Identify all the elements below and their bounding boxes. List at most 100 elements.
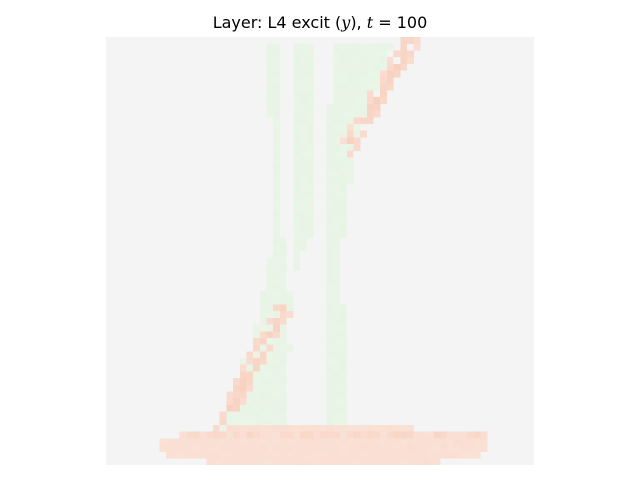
heatmap-cell	[453, 431, 461, 439]
heatmap-cell	[226, 438, 234, 446]
heatmap-cell	[293, 123, 301, 131]
heatmap-cell	[393, 424, 401, 432]
heatmap-cell	[373, 57, 381, 64]
heatmap-cell	[353, 97, 361, 105]
heatmap-cell	[293, 184, 301, 191]
heatmap-cell	[366, 70, 374, 78]
heatmap-cell	[286, 424, 294, 432]
heatmap-cell	[386, 43, 394, 51]
heatmap-cell	[279, 304, 287, 312]
heatmap-cell	[299, 90, 307, 98]
heatmap-cell	[306, 70, 314, 78]
heatmap-cell	[259, 311, 267, 319]
heatmap-cell	[393, 70, 401, 78]
heatmap-cell	[293, 83, 301, 91]
heatmap-cell	[213, 424, 220, 432]
heatmap-cell	[380, 90, 388, 98]
heatmap-cell	[346, 150, 354, 158]
heatmap-cell	[226, 458, 234, 465]
heatmap-cell	[259, 444, 267, 452]
heatmap-cell	[333, 358, 341, 365]
heatmap-cell	[480, 438, 488, 446]
heatmap-cell	[360, 90, 367, 98]
heatmap-cell	[273, 444, 281, 452]
heatmap-cell	[326, 378, 334, 385]
heatmap-cell	[333, 404, 341, 412]
heatmap-cell	[333, 197, 341, 205]
heatmap-cell	[306, 77, 314, 84]
heatmap-cell	[413, 43, 421, 51]
heatmap-cell	[166, 451, 174, 459]
heatmap-cell	[279, 284, 287, 292]
heatmap-cell	[333, 458, 341, 465]
heatmap-cell	[306, 57, 314, 64]
heatmap-cell	[440, 451, 448, 459]
heatmap-cell	[333, 43, 341, 51]
heatmap-cell	[346, 170, 354, 178]
heatmap-cell	[306, 451, 314, 459]
heatmap-cell	[393, 438, 401, 446]
heatmap-cell	[172, 444, 180, 452]
heatmap-cell	[233, 378, 240, 385]
heatmap-cell	[199, 438, 207, 446]
heatmap-cell	[380, 77, 388, 84]
heatmap-cell	[239, 444, 247, 452]
heatmap-cell	[340, 224, 347, 232]
heatmap-cell	[279, 378, 287, 385]
heatmap-cell	[246, 458, 254, 465]
heatmap-cell	[246, 398, 254, 405]
heatmap-cell	[246, 418, 254, 426]
heatmap-cell	[299, 197, 307, 205]
heatmap-cell	[340, 317, 347, 325]
heatmap-cell	[340, 438, 347, 446]
heatmap-cell	[259, 411, 267, 419]
heatmap-cell	[353, 144, 361, 151]
heatmap-cell	[253, 431, 260, 439]
heatmap-cell	[366, 110, 374, 118]
heatmap-cell	[246, 404, 254, 412]
heatmap-cell	[226, 391, 234, 399]
heatmap-cell	[420, 431, 428, 439]
heatmap-cell	[233, 384, 240, 392]
heatmap-cell	[253, 458, 260, 465]
heatmap-cell	[340, 311, 347, 319]
heatmap-cell	[253, 384, 260, 392]
heatmap-cell	[326, 404, 334, 412]
heatmap-cell	[299, 70, 307, 78]
heatmap-cell	[326, 291, 334, 298]
heatmap-cell	[333, 371, 341, 379]
heatmap-cell	[333, 184, 341, 191]
heatmap-cell	[293, 170, 301, 178]
heatmap-cell	[340, 404, 347, 412]
heatmap-cell	[299, 217, 307, 225]
heatmap-cell	[279, 257, 287, 265]
heatmap-cell	[299, 224, 307, 232]
heatmap-cell	[460, 438, 468, 446]
heatmap-cell	[333, 190, 341, 198]
heatmap-cell	[340, 210, 347, 218]
heatmap-cell	[266, 404, 274, 412]
chart-title: Layer: L4 excit (y), t = 100	[0, 13, 640, 32]
heatmap-cell	[253, 337, 260, 345]
heatmap-cell	[400, 438, 408, 446]
heatmap-cell	[326, 123, 334, 131]
heatmap-cell	[273, 458, 281, 465]
heatmap-cell	[273, 351, 281, 359]
heatmap-cell	[179, 451, 187, 459]
heatmap-cell	[386, 57, 394, 64]
heatmap-cell	[299, 117, 307, 125]
heatmap-cell	[266, 331, 274, 339]
heatmap-cell	[340, 358, 347, 365]
heatmap-cell	[273, 137, 281, 145]
heatmap-cell	[326, 244, 334, 252]
heatmap-cell	[299, 157, 307, 165]
heatmap-cell	[253, 371, 260, 379]
heatmap-cell	[333, 123, 341, 131]
heatmap-cell	[393, 444, 401, 452]
heatmap-cell	[420, 458, 428, 465]
heatmap-cell	[233, 438, 240, 446]
heatmap-cell	[279, 297, 287, 305]
heatmap-cell	[340, 337, 347, 345]
heatmap-cell	[346, 177, 354, 185]
heatmap-cell	[340, 57, 347, 64]
